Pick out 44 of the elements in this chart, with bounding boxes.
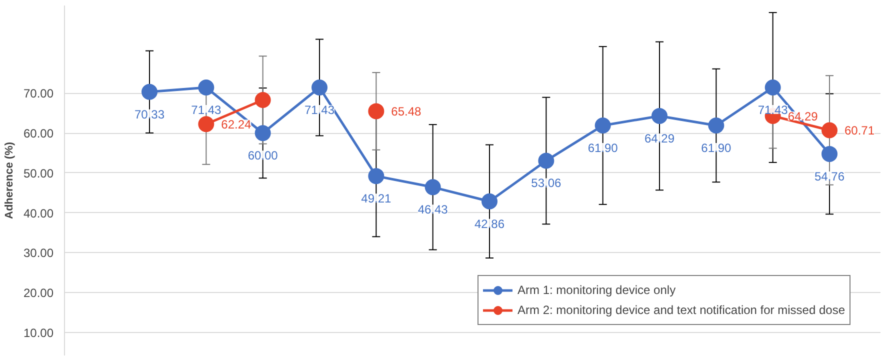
data-label: 61.90 (588, 140, 618, 155)
data-label: 49.21 (361, 192, 392, 206)
y-tick-label: 70.00 (23, 86, 54, 101)
data-label: 54.76 (814, 169, 845, 184)
data-label: 53.06 (531, 176, 562, 190)
y-tick-label: 10.00 (23, 326, 54, 340)
point (254, 125, 271, 142)
point (198, 80, 214, 96)
point (368, 168, 384, 184)
data-label: 70.33 (134, 107, 165, 122)
point (822, 146, 838, 162)
point (312, 80, 328, 96)
y-tick-label: 20.00 (23, 286, 54, 300)
data-label: 71.43 (191, 103, 222, 117)
data-label: 60.00 (248, 148, 278, 163)
point (594, 118, 611, 134)
data-label: 60.71 (844, 124, 875, 138)
y-tick-label: 50.00 (23, 166, 54, 180)
legend-label: Arm 1: monitoring device only (518, 283, 676, 297)
data-label: 64.29 (644, 131, 675, 146)
point (822, 122, 838, 138)
data-label: 64.29 (788, 109, 818, 124)
point (254, 92, 271, 108)
point (764, 80, 781, 96)
data-label: 42.86 (474, 216, 505, 231)
point (368, 103, 384, 120)
y-axis-title: Adherence (%) (3, 142, 16, 220)
point (424, 179, 441, 196)
legend-label: Arm 2: monitoring device and text notification for missed dose (518, 303, 845, 317)
point (198, 116, 214, 132)
y-tick-label: 30.00 (23, 246, 54, 260)
data-label: 65.48 (391, 104, 422, 119)
point (482, 193, 498, 210)
data-label: 46.43 (418, 202, 448, 217)
point (652, 108, 668, 124)
point (142, 84, 158, 100)
data-label: 61.90 (701, 140, 732, 155)
y-tick-label: 60.00 (23, 126, 54, 141)
y-tick-label: 40.00 (23, 206, 54, 220)
data-label: 62.24 (221, 118, 252, 132)
point (538, 152, 554, 169)
data-label: 71.43 (304, 103, 335, 117)
data-label: 71.43 (758, 103, 788, 117)
point (708, 118, 724, 134)
